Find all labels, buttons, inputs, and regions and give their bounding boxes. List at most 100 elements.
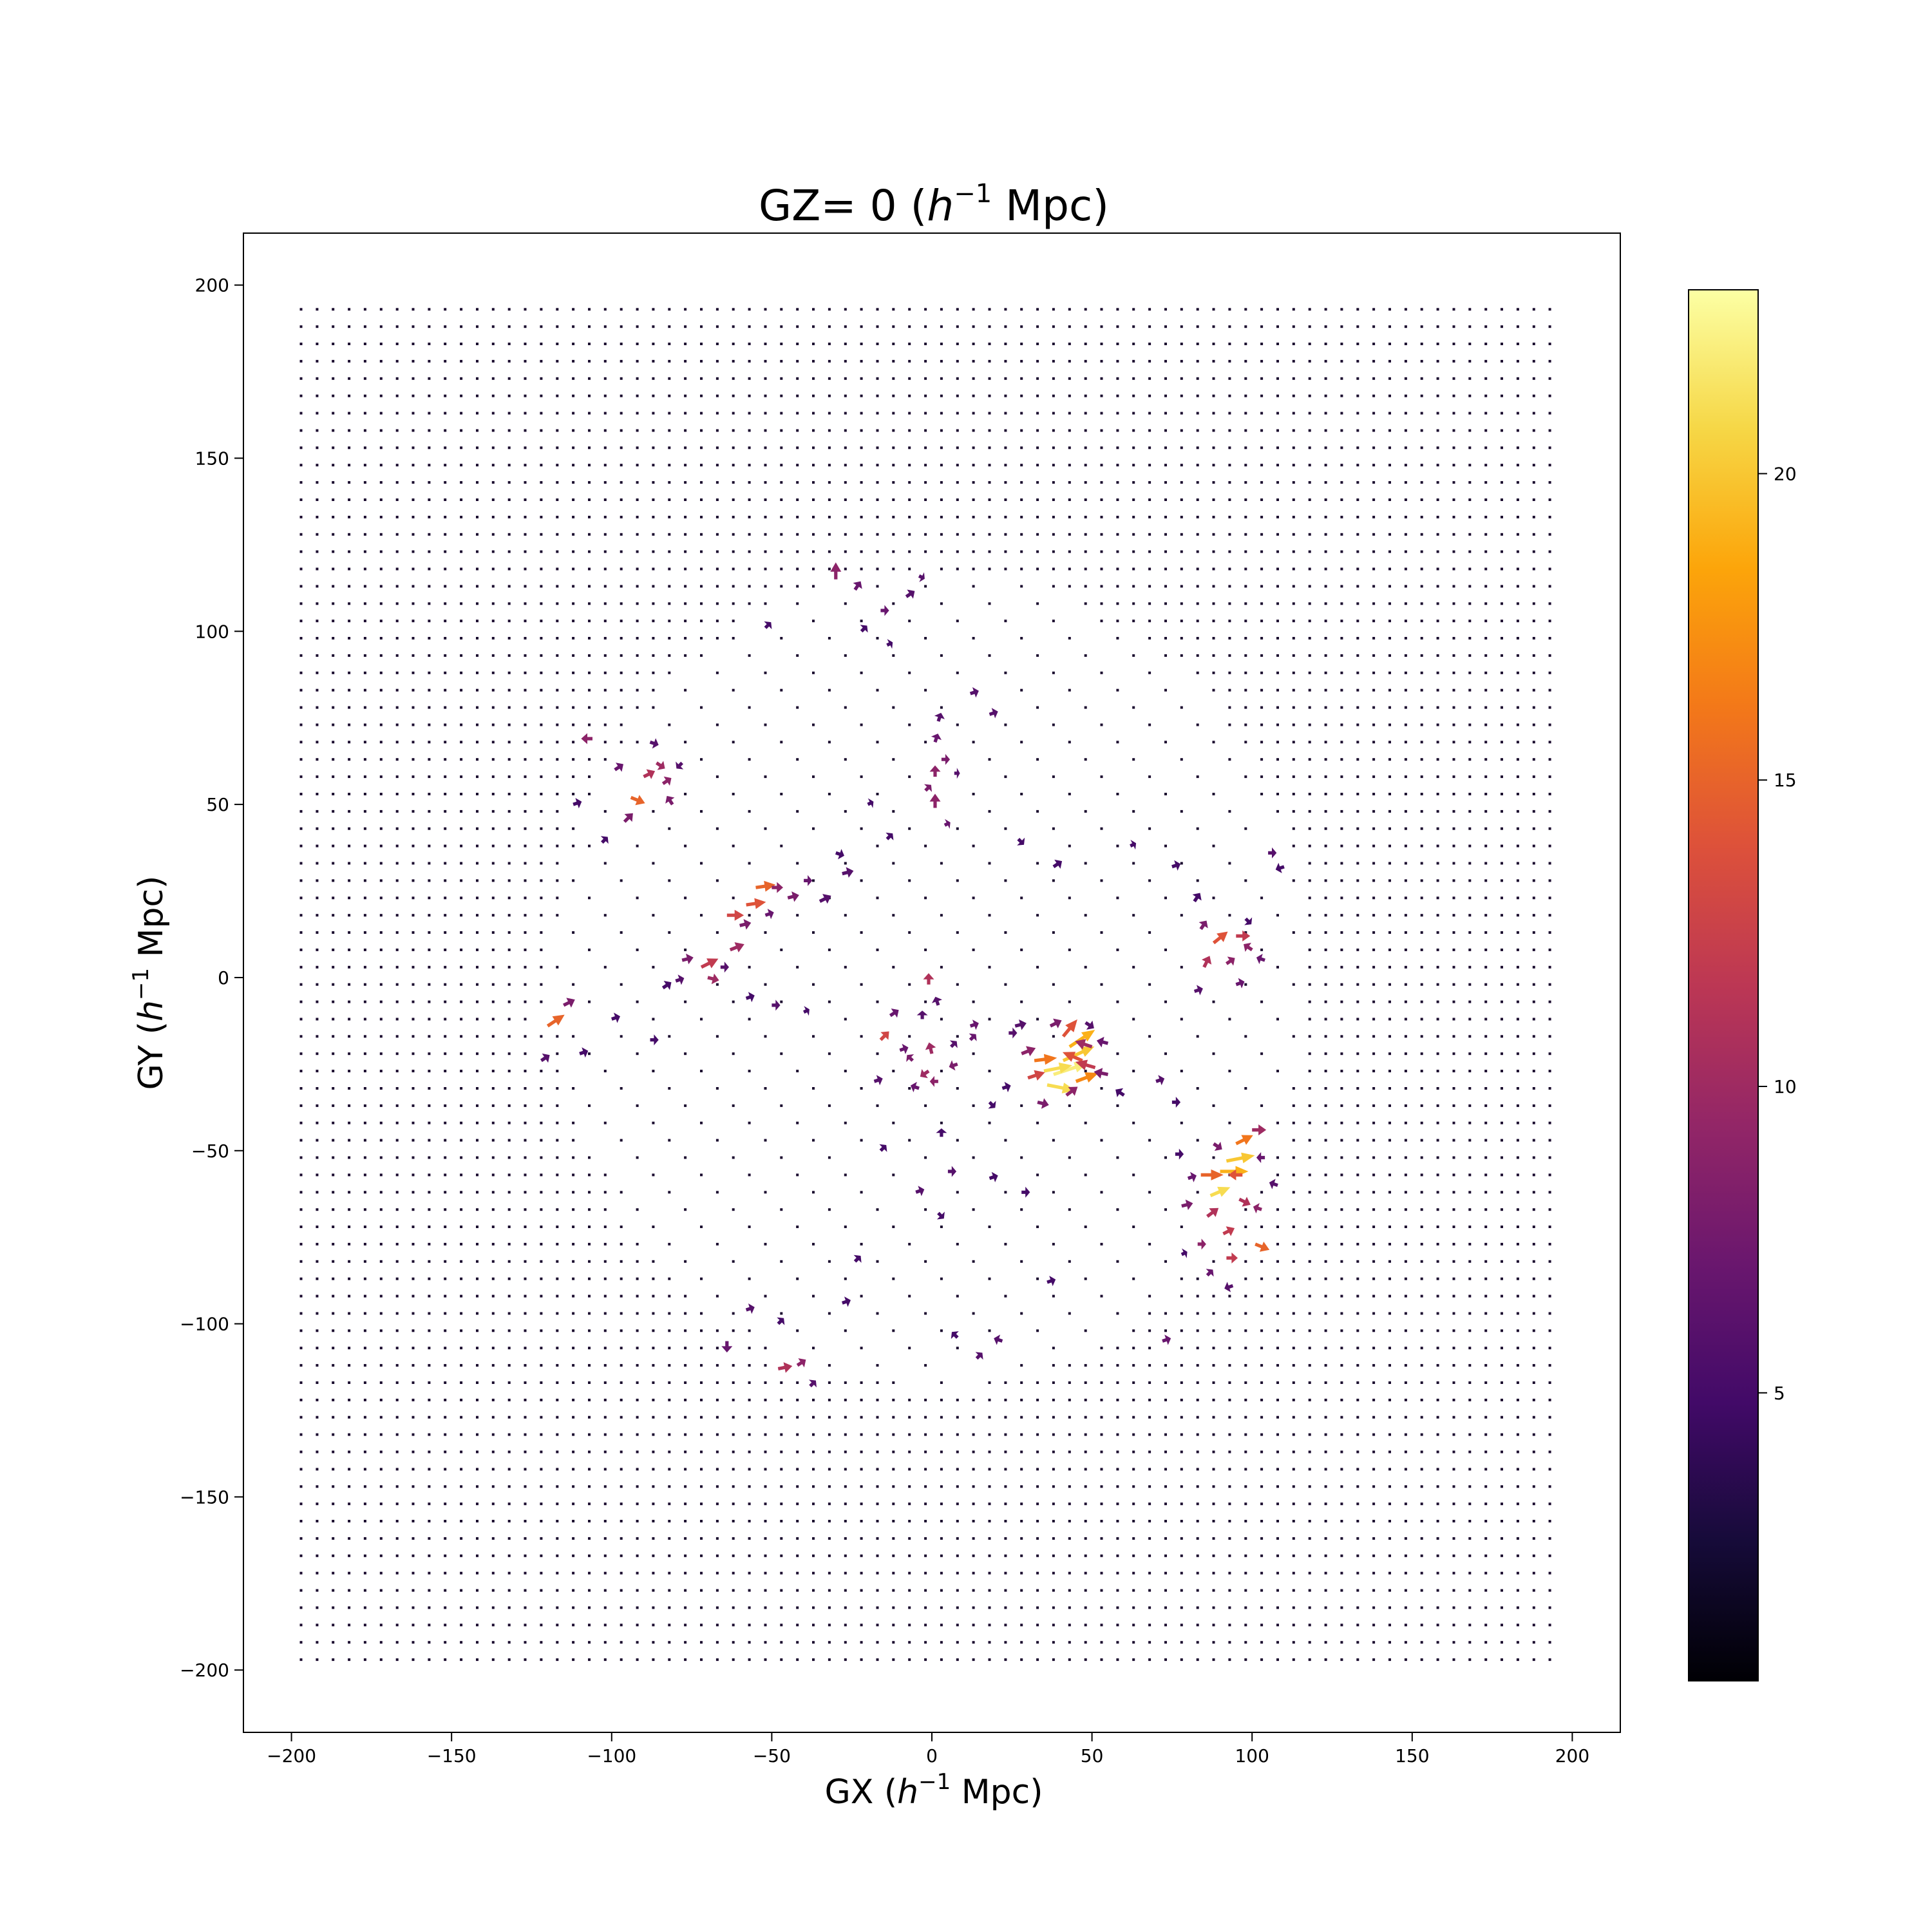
grid-dot xyxy=(316,1312,319,1315)
grid-dot xyxy=(844,706,847,709)
grid-dot xyxy=(700,1485,703,1488)
grid-dot xyxy=(1548,688,1551,692)
grid-dot xyxy=(1372,1104,1376,1107)
grid-dot xyxy=(603,758,607,761)
grid-dot xyxy=(1100,550,1103,553)
grid-dot xyxy=(1084,1173,1087,1177)
grid-dot xyxy=(1164,844,1167,848)
grid-dot xyxy=(1516,1087,1519,1090)
grid-dot xyxy=(1548,1520,1551,1522)
grid-dot xyxy=(540,810,543,813)
grid-dot xyxy=(1420,429,1423,432)
grid-dot xyxy=(1228,446,1231,450)
grid-dot xyxy=(715,1087,719,1090)
grid-dot xyxy=(1244,533,1247,536)
grid-dot xyxy=(1501,481,1503,484)
grid-dot xyxy=(1324,1450,1327,1454)
grid-dot xyxy=(620,1520,623,1522)
grid-dot xyxy=(1468,637,1472,639)
grid-dot xyxy=(1532,1624,1535,1627)
grid-dot xyxy=(460,1277,463,1280)
grid-dot xyxy=(732,1624,735,1627)
grid-dot xyxy=(507,758,511,761)
grid-dot xyxy=(379,343,383,345)
grid-dot xyxy=(956,1520,959,1522)
grid-dot xyxy=(476,394,478,397)
grid-dot xyxy=(348,948,351,951)
grid-dot xyxy=(1068,793,1071,795)
grid-dot xyxy=(572,793,575,795)
grid-dot xyxy=(620,1450,623,1454)
grid-dot xyxy=(812,394,815,397)
grid-dot xyxy=(1196,412,1199,415)
grid-dot xyxy=(924,1624,927,1627)
grid-dot xyxy=(1468,965,1472,969)
grid-dot xyxy=(1452,1035,1455,1038)
grid-dot xyxy=(1388,688,1391,692)
grid-dot xyxy=(491,1329,495,1332)
grid-dot xyxy=(524,844,527,848)
grid-dot xyxy=(540,1226,543,1228)
grid-dot xyxy=(316,965,319,969)
grid-dot xyxy=(924,1364,927,1367)
grid-dot xyxy=(780,1485,783,1488)
grid-dot xyxy=(572,498,575,501)
grid-dot xyxy=(1036,1226,1039,1228)
grid-dot xyxy=(1244,671,1247,674)
grid-dot xyxy=(524,706,527,709)
grid-dot xyxy=(460,481,463,484)
grid-dot xyxy=(412,308,415,311)
grid-dot xyxy=(764,1502,767,1506)
grid-dot xyxy=(684,429,687,432)
grid-dot xyxy=(556,1398,559,1401)
grid-dot xyxy=(1196,394,1199,397)
grid-dot xyxy=(972,308,975,311)
grid-dot xyxy=(1532,1173,1535,1177)
grid-dot xyxy=(1356,965,1359,969)
grid-dot xyxy=(412,394,415,397)
grid-dot xyxy=(556,1381,559,1384)
grid-dot xyxy=(1356,1520,1359,1522)
grid-dot xyxy=(588,1381,591,1384)
grid-dot xyxy=(796,1468,799,1471)
grid-dot xyxy=(460,394,463,397)
grid-dot xyxy=(348,585,351,588)
grid-dot xyxy=(1084,1606,1087,1609)
grid-dot xyxy=(620,1554,623,1557)
grid-dot xyxy=(1132,1398,1135,1401)
grid-dot xyxy=(363,1520,366,1522)
grid-dot xyxy=(924,1502,927,1506)
grid-dot xyxy=(603,1641,607,1644)
grid-dot xyxy=(812,550,815,553)
grid-dot xyxy=(524,1468,527,1471)
grid-dot xyxy=(988,1226,991,1228)
grid-dot xyxy=(316,793,319,795)
grid-dot xyxy=(1372,1208,1376,1211)
grid-dot xyxy=(1180,446,1183,450)
grid-dot xyxy=(1196,1277,1199,1280)
grid-dot xyxy=(1532,1104,1535,1107)
grid-dot xyxy=(636,325,639,328)
grid-dot xyxy=(1276,1277,1279,1280)
grid-dot xyxy=(556,429,559,432)
grid-dot xyxy=(572,671,575,674)
grid-dot xyxy=(348,1104,351,1107)
grid-dot xyxy=(379,1070,383,1073)
grid-dot xyxy=(412,1381,415,1384)
grid-dot xyxy=(1532,1277,1535,1280)
grid-dot xyxy=(1164,654,1167,657)
grid-dot xyxy=(491,1589,495,1592)
grid-dot xyxy=(652,1381,655,1384)
grid-dot xyxy=(828,343,831,345)
grid-dot xyxy=(748,515,751,518)
grid-dot xyxy=(1228,1398,1231,1401)
grid-dot xyxy=(1228,1485,1231,1488)
grid-dot xyxy=(1004,1658,1007,1662)
grid-dot xyxy=(1356,879,1359,882)
grid-dot xyxy=(1260,654,1264,657)
grid-dot xyxy=(1068,1381,1071,1384)
grid-dot xyxy=(684,533,687,536)
grid-dot xyxy=(1148,446,1151,450)
grid-dot xyxy=(379,948,383,951)
grid-dot xyxy=(860,325,863,328)
